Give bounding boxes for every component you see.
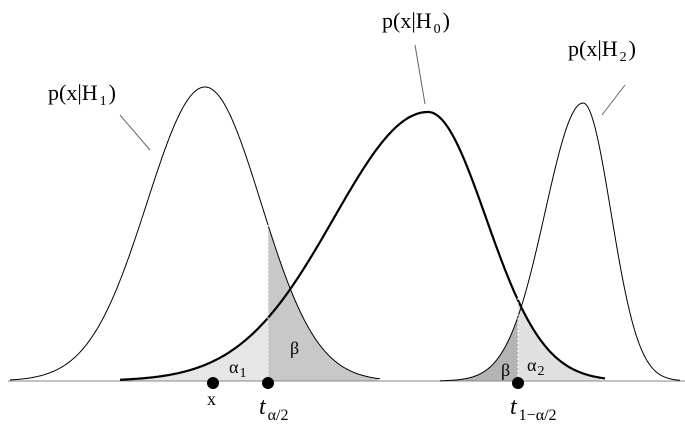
label-sub: 0 xyxy=(434,22,441,37)
label-close: ) xyxy=(109,80,116,105)
symbol: α xyxy=(229,357,239,377)
label-h2: p(x|H 2) xyxy=(568,36,636,65)
x-label: x xyxy=(207,389,216,409)
beta-region xyxy=(440,316,518,381)
label-sub: 1 xyxy=(100,94,107,109)
arrow xyxy=(414,44,426,105)
label-close: ) xyxy=(629,36,636,61)
curve-h2 xyxy=(439,102,681,382)
curve-h0 xyxy=(120,110,606,381)
shaded-regions xyxy=(120,224,600,381)
t-sub: 1−α/2 xyxy=(519,407,557,424)
t-sub: α/2 xyxy=(268,407,289,424)
point xyxy=(262,377,274,389)
label-text: p(x|H xyxy=(382,8,432,33)
alpha-region xyxy=(518,300,600,381)
alpha-left: α1 xyxy=(229,357,246,381)
curves xyxy=(9,86,681,382)
beta-right: β xyxy=(501,360,510,380)
t-left: t α/2 xyxy=(259,394,289,424)
alpha-region xyxy=(120,317,268,381)
label-h1: p(x|H 1) xyxy=(48,80,116,109)
t-right: t 1−α/2 xyxy=(510,394,557,424)
alpha-right: α2 xyxy=(527,355,544,379)
symbol-sub: 2 xyxy=(537,364,544,379)
label-sub: 2 xyxy=(620,50,627,65)
label-close: ) xyxy=(443,8,450,33)
point xyxy=(207,377,219,389)
symbol: α xyxy=(527,355,537,375)
arrow xyxy=(119,114,151,151)
beta-left: β xyxy=(290,338,299,358)
arrow xyxy=(601,84,626,116)
t-symbol: t xyxy=(259,394,267,420)
label-text: p(x|H xyxy=(568,36,618,61)
label-h0: p(x|H 0) xyxy=(382,8,450,37)
beta-region xyxy=(268,224,378,381)
symbol-sub: 1 xyxy=(239,366,246,381)
t-symbol: t xyxy=(510,394,518,420)
label-text: p(x|H xyxy=(48,80,98,105)
curve-h1 xyxy=(9,86,381,381)
point xyxy=(512,377,524,389)
